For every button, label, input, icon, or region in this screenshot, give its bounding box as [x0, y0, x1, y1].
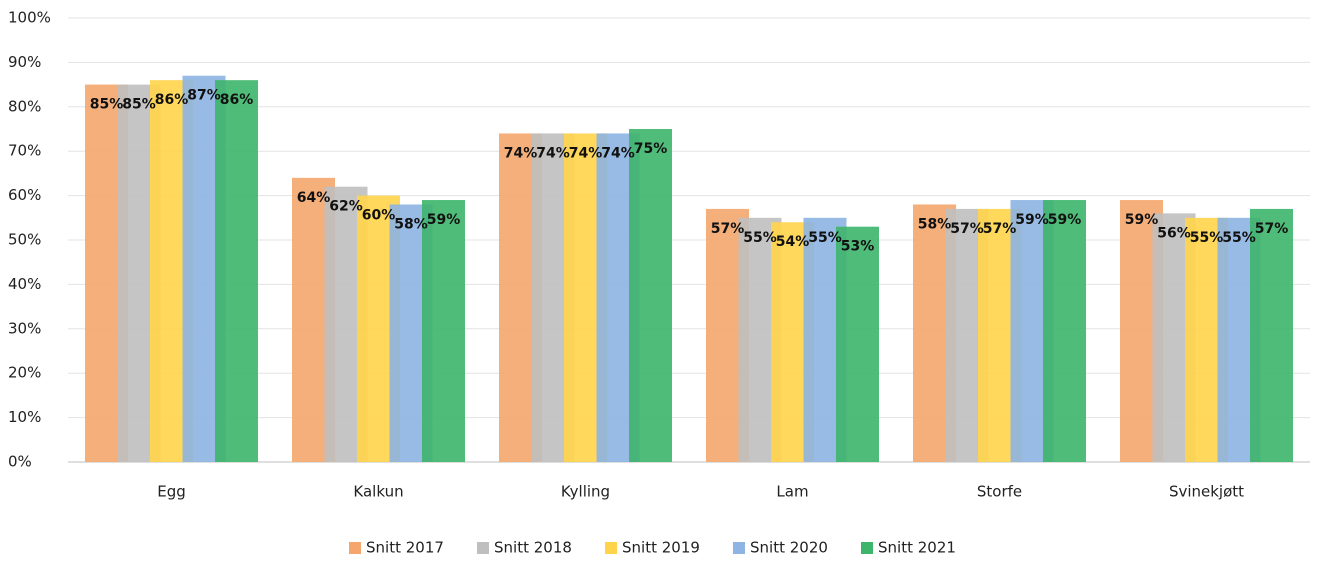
- value-label: 60%: [362, 208, 396, 224]
- value-label: 57%: [1255, 221, 1289, 237]
- value-label: 57%: [711, 221, 745, 237]
- legend-swatch: [861, 542, 873, 554]
- value-label: 59%: [1015, 212, 1049, 228]
- value-label: 55%: [1190, 230, 1224, 246]
- x-tick-label: Kalkun: [353, 483, 403, 501]
- value-label: 56%: [1157, 225, 1191, 241]
- bar: [215, 80, 258, 462]
- y-tick-label: 90%: [8, 53, 41, 71]
- value-label: 87%: [187, 88, 221, 104]
- value-label: 59%: [1048, 212, 1082, 228]
- legend-label: Snitt 2021: [878, 539, 956, 557]
- value-label: 53%: [841, 239, 875, 255]
- value-label: 58%: [918, 216, 952, 232]
- x-tick-label: Storfe: [977, 483, 1022, 501]
- legend-swatch: [349, 542, 361, 554]
- value-label: 62%: [329, 199, 363, 215]
- value-label: 74%: [601, 145, 635, 161]
- value-label: 74%: [536, 145, 570, 161]
- y-tick-label: 50%: [8, 231, 41, 249]
- bar: [1250, 208, 1293, 462]
- y-tick-label: 10%: [8, 408, 41, 426]
- value-label: 57%: [950, 221, 984, 237]
- legend-label: Snitt 2017: [366, 539, 444, 557]
- y-tick-label: 100%: [8, 9, 51, 27]
- legend-label: Snitt 2018: [494, 539, 572, 557]
- value-label: 55%: [1222, 230, 1256, 246]
- value-label: 85%: [90, 97, 124, 113]
- legend-swatch: [605, 542, 617, 554]
- legend-swatch: [477, 542, 489, 554]
- bar: [422, 200, 465, 463]
- value-label: 55%: [743, 230, 777, 246]
- value-label: 75%: [634, 141, 668, 157]
- value-label: 59%: [1125, 212, 1159, 228]
- x-tick-label: Lam: [776, 483, 808, 501]
- y-tick-label: 60%: [8, 186, 41, 204]
- value-label: 64%: [297, 190, 331, 206]
- bar: [1043, 200, 1086, 463]
- y-tick-label: 30%: [8, 319, 41, 337]
- y-tick-label: 80%: [8, 97, 41, 115]
- y-tick-label: 40%: [8, 275, 41, 293]
- value-label: 57%: [983, 221, 1017, 237]
- y-tick-label: 70%: [8, 142, 41, 160]
- value-label: 86%: [220, 92, 254, 108]
- value-label: 74%: [504, 145, 538, 161]
- value-label: 85%: [122, 97, 156, 113]
- value-label: 59%: [427, 212, 461, 228]
- value-label: 74%: [569, 145, 603, 161]
- bar: [836, 226, 879, 462]
- legend-swatch: [733, 542, 745, 554]
- y-tick-label: 20%: [8, 364, 41, 382]
- value-label: 86%: [155, 92, 189, 108]
- legend-label: Snitt 2020: [750, 539, 828, 557]
- bar: [629, 129, 672, 462]
- y-tick-label: 0%: [8, 453, 32, 471]
- x-tick-label: Egg: [157, 483, 186, 501]
- value-label: 54%: [776, 234, 810, 250]
- value-label: 58%: [394, 216, 428, 232]
- value-label: 55%: [808, 230, 842, 246]
- legend-label: Snitt 2019: [622, 539, 700, 557]
- x-tick-label: Svinekjøtt: [1169, 483, 1244, 501]
- x-tick-label: Kylling: [561, 483, 610, 501]
